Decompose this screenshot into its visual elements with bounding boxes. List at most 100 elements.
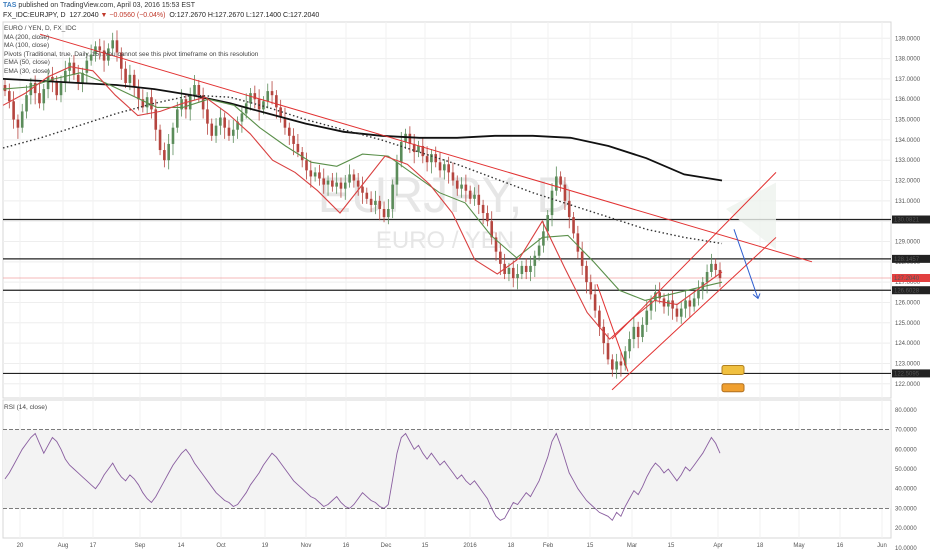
candle [361,186,364,193]
candle [219,117,222,126]
rsi-tick-label: 80.0000 [895,408,917,414]
candle [533,255,537,266]
price-level-label: 126.6028 [894,288,920,294]
rsi-tick-label: 30.0000 [895,506,917,512]
candle [434,154,438,163]
candle [55,80,58,96]
publisher[interactable]: TAS [3,2,17,9]
candle [524,265,528,272]
candle [223,117,226,128]
candle [628,339,631,352]
candle [231,129,235,136]
y-tick-label: 123.0000 [895,361,921,367]
candle [537,245,541,256]
price-level-label: 128.1457 [894,257,920,263]
candle [339,182,343,189]
last-price: 127.2040 [69,12,99,19]
candle [430,154,433,163]
candle [102,50,106,61]
candle [343,182,347,189]
candle [473,194,476,199]
candle [464,184,468,191]
candle [119,52,123,69]
candle [589,282,593,295]
symbol: FX_IDC:EURJPY, D [3,12,66,19]
x-tick-label: 17 [90,543,97,549]
candle [636,326,640,338]
candle [550,190,554,216]
series-ema-30-close [2,66,723,340]
candle [150,97,153,110]
forecast-arrow-head [752,293,761,300]
candle [51,76,54,81]
candle [692,298,696,307]
candle [593,294,597,311]
candle [89,54,93,61]
candle [671,300,674,309]
candle [675,308,679,317]
decline-line [596,284,629,372]
candle [309,170,313,177]
candle [619,361,623,366]
x-tick-label: 18 [757,543,764,549]
candle [615,361,618,370]
legend-ema50: EMA (50, close) [4,59,50,67]
y-tick-label: 122.0000 [895,382,921,388]
candle [658,292,661,299]
price-change: ▼ −0.0560 (−0.04%) [100,12,166,19]
candle [210,123,214,136]
price-level-label: 122.5095 [894,372,920,378]
candle [128,74,132,83]
candle [477,194,481,205]
candle [516,274,519,279]
candle [499,251,502,264]
forecast-arrow [733,229,759,299]
candle [46,76,50,90]
candle [137,87,140,100]
candle [529,265,532,272]
x-tick-label: Mar [627,543,637,549]
candle [602,326,606,344]
rsi-label: RSI (14, close) [4,404,47,411]
y-tick-label: 134.0000 [895,138,921,144]
candle [494,237,498,252]
candle [72,62,76,75]
candle [25,95,28,112]
candle [292,135,295,144]
candle [81,72,84,83]
candle [641,324,644,338]
candle [425,156,429,163]
rsi-tick-label: 50.0000 [895,467,917,473]
candle [141,99,145,108]
rsi-tick-label: 40.0000 [895,487,917,493]
candle [632,326,636,340]
y-tick-label: 127.0000 [895,280,921,286]
rsi-line [4,432,721,522]
legend-ma100: MA (100, close) [4,42,50,50]
candle [511,267,515,279]
candle [249,93,252,104]
candle [421,145,425,157]
candle [697,290,700,299]
candle [460,184,463,189]
rsi-tick-label: 10.0000 [895,546,917,550]
candle [391,184,394,209]
candle [20,111,24,128]
watermark-name: EURO / YEN [376,227,514,254]
price-level-tag [892,274,930,283]
candle [283,117,287,128]
candle [542,231,545,246]
candle [318,172,321,179]
channel-lower-line [611,237,777,391]
y-tick-label: 136.0000 [895,97,921,103]
candle [438,162,442,171]
y-tick-label: 129.0000 [895,240,921,246]
candle [76,74,80,83]
y-tick-label: 131.0000 [895,199,921,205]
rsi-tick-label: 60.0000 [895,447,917,453]
x-tick-label: 20 [17,543,24,549]
candle [59,82,63,96]
y-tick-label: 133.0000 [895,158,921,164]
candle [38,93,41,104]
